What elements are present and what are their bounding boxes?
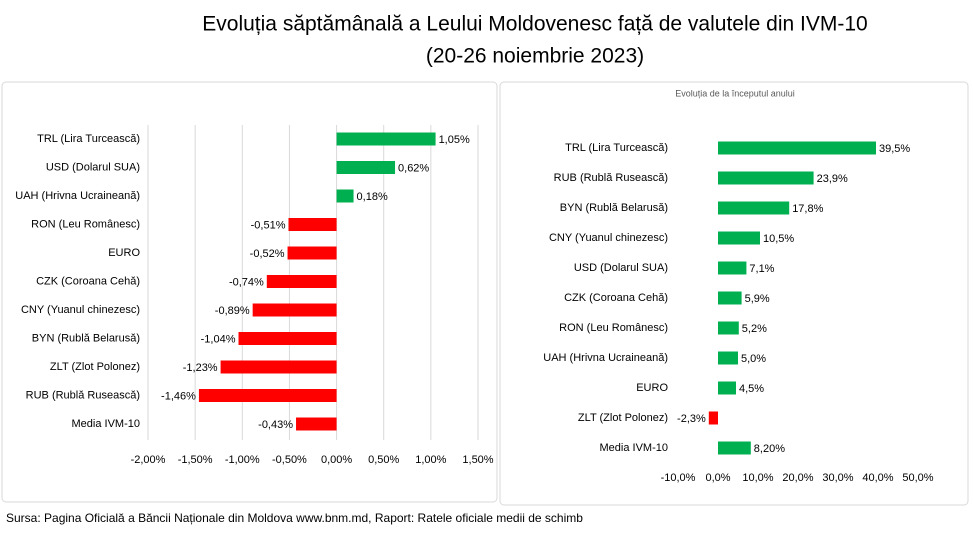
- x-tick-label: 0,0%: [705, 472, 730, 484]
- category-label: EURO: [108, 247, 140, 259]
- value-label: 23,9%: [817, 173, 848, 185]
- value-label: -2,3%: [677, 413, 706, 425]
- x-tick-label: 30,0%: [822, 472, 853, 484]
- category-label: TRL (Lira Turcească): [37, 133, 140, 145]
- bar: [718, 261, 747, 275]
- category-label: RON (Leu Românesc): [559, 322, 668, 334]
- bar: [296, 417, 337, 431]
- value-label: 10,5%: [763, 233, 794, 245]
- bar: [288, 218, 337, 231]
- category-label: Media IVM-10: [72, 418, 140, 430]
- category-label: RUB (Rublă Rusească): [554, 172, 668, 184]
- page-subtitle: (20-26 noiembrie 2023): [426, 45, 644, 68]
- category-label: BYN (Rublă Belarusă): [560, 202, 668, 214]
- category-label: UAH (Hrivna Ucraineană): [543, 352, 668, 364]
- right-panel: [499, 81, 969, 506]
- value-label: -0,89%: [215, 305, 250, 317]
- x-tick-label: 10,0%: [742, 472, 773, 484]
- x-tick-label: 20,0%: [782, 472, 813, 484]
- value-label: -0,52%: [250, 248, 285, 260]
- x-tick-label: 0,00%: [321, 454, 352, 466]
- value-label: 4,5%: [739, 383, 764, 395]
- bar: [718, 321, 739, 335]
- bar: [238, 332, 337, 345]
- bar: [718, 231, 760, 245]
- category-label: USD (Dolarul SUA): [46, 161, 140, 173]
- category-label: CZK (Coroana Cehă): [36, 275, 140, 287]
- bar: [718, 291, 742, 305]
- category-label: TRL (Lira Turcească): [565, 142, 668, 154]
- page-title: Evoluția săptămânală a Leului Moldovenes…: [202, 13, 867, 36]
- category-label: CNY (Yuanul chinezesc): [21, 304, 140, 316]
- value-label: 17,8%: [792, 203, 823, 215]
- category-label: CZK (Coroana Cehă): [564, 292, 668, 304]
- x-tick-label: 1,00%: [415, 454, 446, 466]
- x-tick-label: -0,50%: [272, 454, 307, 466]
- category-label: RUB (Rublă Rusească): [26, 389, 140, 401]
- value-label: -0,74%: [229, 276, 264, 288]
- bar: [198, 389, 337, 402]
- category-label: CNY (Yuanul chinezesc): [549, 232, 668, 244]
- bar: [336, 161, 396, 174]
- chart-title: Evoluția de la începutul anului: [675, 88, 795, 98]
- x-tick-label: -10,0%: [661, 472, 696, 484]
- bar: [252, 303, 337, 317]
- value-label: -1,04%: [201, 333, 236, 345]
- category-label: Media IVM-10: [600, 442, 668, 454]
- category-label: UAH (Hrivna Ucraineană): [15, 190, 140, 202]
- bar: [266, 275, 337, 288]
- x-tick-label: 50,0%: [902, 472, 933, 484]
- category-label: USD (Dolarul SUA): [574, 262, 668, 274]
- value-label: -0,51%: [251, 219, 286, 231]
- bar: [220, 360, 337, 374]
- value-label: 7,1%: [749, 263, 774, 275]
- category-label: EURO: [636, 382, 668, 394]
- x-tick-label: 40,0%: [862, 472, 893, 484]
- bar: [718, 381, 736, 395]
- bar: [287, 246, 337, 260]
- value-label: 5,0%: [741, 353, 766, 365]
- x-tick-label: 0,50%: [368, 454, 399, 466]
- bar: [718, 171, 814, 185]
- value-label: 8,20%: [754, 443, 785, 455]
- source: Sursa: Pagina Oficială a Băncii Național…: [6, 511, 583, 525]
- value-label: 0,62%: [398, 162, 429, 174]
- value-label: -1,46%: [161, 390, 196, 402]
- x-tick-label: -1,50%: [178, 454, 213, 466]
- bar: [336, 189, 354, 203]
- bar: [336, 132, 436, 146]
- bar: [718, 141, 876, 155]
- bar: [718, 201, 790, 215]
- bar: [718, 351, 738, 365]
- value-label: -1,23%: [183, 362, 218, 374]
- category-label: BYN (Rublă Belarusă): [32, 332, 140, 344]
- value-label: 5,9%: [745, 293, 770, 305]
- x-tick-label: 1,50%: [462, 454, 493, 466]
- x-tick-label: -2,00%: [131, 454, 166, 466]
- value-label: -0,43%: [258, 419, 293, 431]
- bar: [718, 441, 751, 455]
- category-label: ZLT (Zlot Polonez): [578, 412, 668, 424]
- category-label: RON (Leu Românesc): [31, 218, 140, 230]
- x-tick-label: -1,00%: [225, 454, 260, 466]
- value-label: 1,05%: [439, 134, 470, 146]
- category-label: ZLT (Zlot Polonez): [50, 361, 140, 373]
- bar: [708, 411, 718, 425]
- value-label: 39,5%: [879, 143, 910, 155]
- left-panel: [1, 81, 498, 503]
- value-label: 5,2%: [742, 323, 767, 335]
- value-label: 0,18%: [357, 191, 388, 203]
